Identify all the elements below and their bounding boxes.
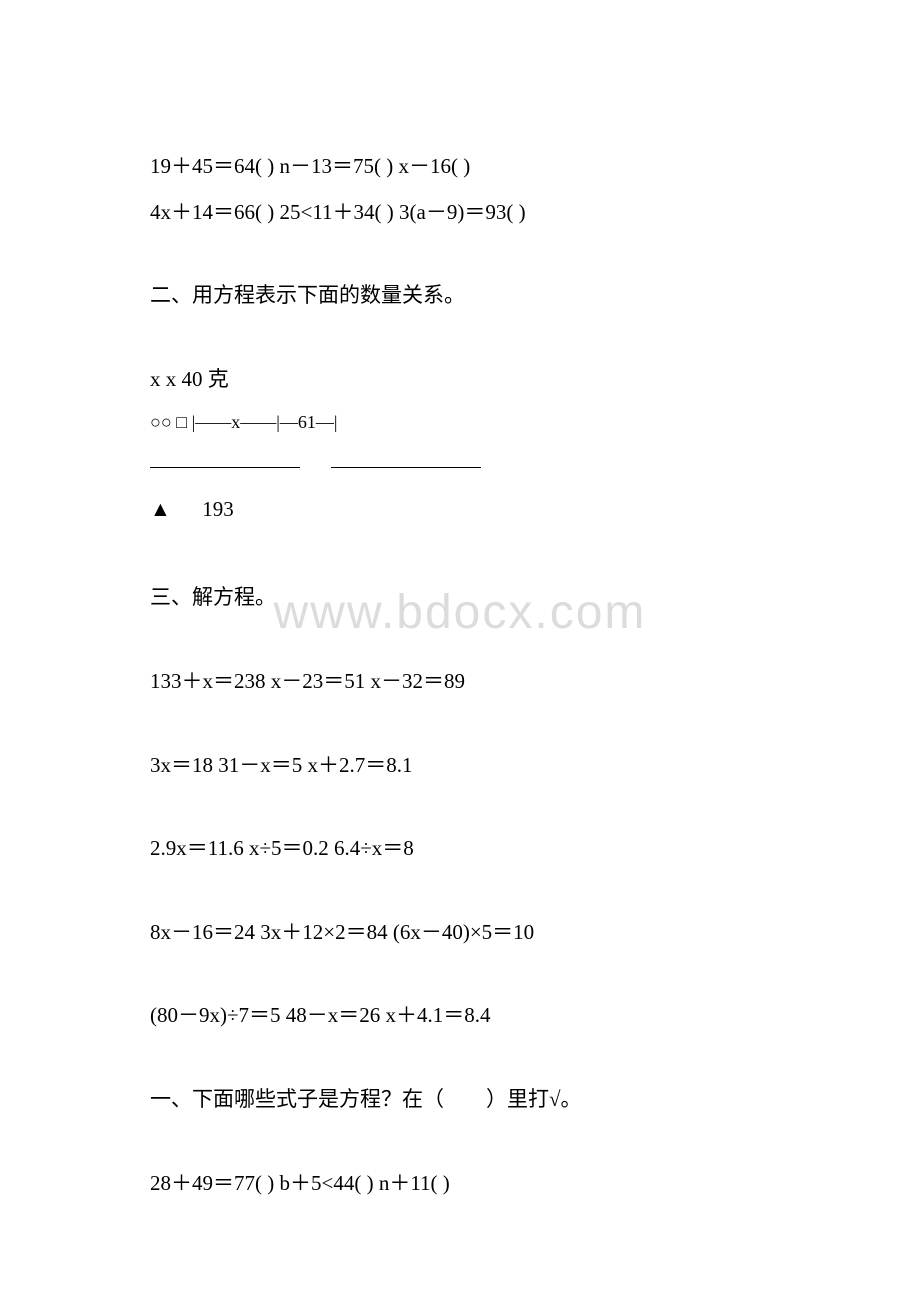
blank-line-2	[331, 447, 481, 468]
q1-row2: 4x＋14＝66( ) 25<11＋34( ) 3(a－9)＝93( )	[150, 196, 770, 230]
triangle-value: 193	[202, 497, 234, 521]
s3-row2: 3x＝18 31－x＝5 x＋2.7＝8.1	[150, 749, 770, 783]
s2-underlines	[150, 445, 770, 479]
blank-line-1	[150, 447, 300, 468]
section-2-title: 二、用方程表示下面的数量关系。	[150, 279, 770, 313]
section-3-title: 三、解方程。	[150, 581, 770, 615]
s2-line1: x x 40 克	[150, 363, 770, 397]
s3-row3: 2.9x＝11.6 x÷5＝0.2 6.4÷x＝8	[150, 832, 770, 866]
s3-row4: 8x－16＝24 3x＋12×2＝84 (6x－40)×5＝10	[150, 916, 770, 950]
s2-triangle-row: ▲ 193	[150, 493, 770, 527]
section-1b-title: 一、下面哪些式子是方程？在（ ）里打√。	[150, 1083, 770, 1117]
s1b-row1: 28＋49＝77( ) b＋5<44( ) n＋11( )	[150, 1167, 770, 1201]
s3-row5: (80－9x)÷7＝5 48－x＝26 x＋4.1＝8.4	[150, 999, 770, 1033]
triangle-icon: ▲	[150, 497, 171, 521]
s3-row1: 133＋x＝238 x－23＝51 x－32＝89	[150, 665, 770, 699]
document-page: 19＋45＝64( ) n－13＝75( ) x－16( ) 4x＋14＝66(…	[0, 0, 920, 1272]
q1-row1: 19＋45＝64( ) n－13＝75( ) x－16( )	[150, 150, 770, 184]
s2-line2: ○○ □ |——x——|—61—|	[150, 408, 770, 437]
